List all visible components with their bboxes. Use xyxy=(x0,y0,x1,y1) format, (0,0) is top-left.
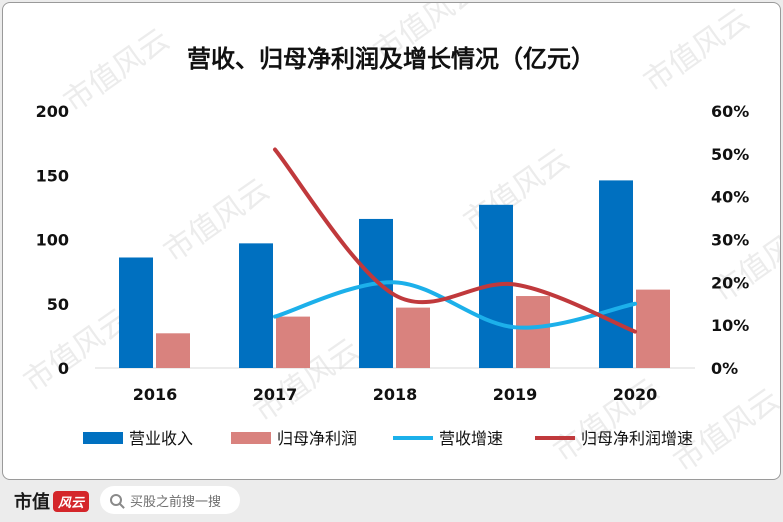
y-left-tick-label: 0 xyxy=(58,359,69,378)
chart-title: 营收、归母净利润及增长情况（亿元） xyxy=(187,45,595,73)
legend-swatch xyxy=(83,432,123,444)
legend-label: 归母净利润 xyxy=(277,429,357,448)
watermark-text: 市值风云 xyxy=(458,142,576,239)
bar-归母净利润 xyxy=(276,316,310,368)
y-right-tick-label: 50% xyxy=(711,145,749,164)
watermark-text: 市值风云 xyxy=(18,302,136,399)
x-tick-label: 2017 xyxy=(253,385,298,404)
legend-swatch xyxy=(231,432,271,444)
brand-name: 市值 xyxy=(14,492,50,513)
watermark-text: 市值风云 xyxy=(58,22,176,119)
legend-label: 营收增速 xyxy=(439,429,503,448)
watermark-text: 市值风云 xyxy=(708,212,780,309)
right-axis-ticks: 60% 50% 40% 30% 20% 10% 0% xyxy=(711,102,749,378)
x-tick-label: 2018 xyxy=(373,385,418,404)
bar-marks xyxy=(119,180,670,368)
line-marks xyxy=(273,147,637,334)
x-tick-label: 2020 xyxy=(613,385,658,404)
search-placeholder: 买股之前搜一搜 xyxy=(130,494,222,510)
line-归母净利润增速 xyxy=(273,147,637,334)
y-right-tick-label: 20% xyxy=(711,273,749,292)
legend-label: 归母净利润增速 xyxy=(581,429,693,448)
bar-归母净利润 xyxy=(636,289,670,368)
bar-归母净利润 xyxy=(396,307,430,368)
x-tick-label: 2019 xyxy=(493,385,538,404)
y-right-tick-label: 30% xyxy=(711,231,749,250)
bar-归母净利润 xyxy=(156,333,190,368)
watermark-text: 市值风云 xyxy=(638,3,756,100)
footer-bar: 市值 风云 买股之前搜一搜 xyxy=(0,480,783,522)
bar-归母净利润 xyxy=(516,296,550,368)
legend: 营业收入 归母净利润 营收增速 归母净利润增速 xyxy=(83,429,693,448)
bar-营业收入 xyxy=(239,243,273,368)
y-left-tick-label: 100 xyxy=(36,231,69,250)
brand-badge: 风云 xyxy=(53,490,90,512)
bar-营业收入 xyxy=(359,218,393,368)
left-axis-ticks: 200 150 100 50 0 xyxy=(36,102,69,378)
chart-panel: 市值风云 市值风云 市值风云 市值风云 市值风云 市值风云 市值风云 市值风云 市值风云 市值风云… xyxy=(2,2,781,480)
y-left-tick-label: 150 xyxy=(36,166,69,185)
legend-label: 营业收入 xyxy=(129,429,193,448)
line-营收增速 xyxy=(273,280,637,330)
search-icon xyxy=(110,494,122,506)
y-right-tick-label: 60% xyxy=(711,102,749,121)
y-left-tick-label: 200 xyxy=(36,102,69,121)
x-tick-label: 2016 xyxy=(133,385,178,404)
y-right-tick-label: 40% xyxy=(711,188,749,207)
y-right-tick-label: 0% xyxy=(711,359,738,378)
search-box[interactable]: 买股之前搜一搜 xyxy=(100,486,240,514)
bar-营业收入 xyxy=(599,180,633,368)
y-right-tick-label: 10% xyxy=(711,316,749,335)
x-axis-ticks: 2016 2017 2018 2019 2020 xyxy=(133,385,658,404)
brand-logo: 市值 风云 xyxy=(14,488,90,514)
bar-营业收入 xyxy=(119,257,153,368)
y-left-tick-label: 50 xyxy=(47,295,69,314)
